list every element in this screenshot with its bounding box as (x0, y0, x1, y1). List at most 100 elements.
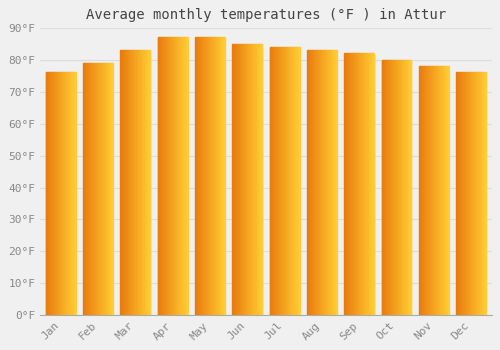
Bar (473, 72, 474, 315)
Bar (479, 72, 480, 315)
Bar (254, 44, 255, 315)
Bar (56, 72, 57, 315)
Bar (250, 44, 251, 315)
Bar (359, 53, 360, 315)
Bar (438, 66, 439, 315)
Bar (145, 50, 146, 315)
Bar (178, 37, 179, 315)
Bar (362, 53, 363, 315)
Bar (177, 37, 178, 315)
Bar (469, 72, 470, 315)
Bar (484, 72, 485, 315)
Bar (160, 37, 162, 315)
Bar (46, 72, 47, 315)
Bar (111, 63, 112, 315)
Bar (72, 72, 74, 315)
Bar (296, 47, 297, 315)
Bar (383, 60, 384, 315)
Bar (371, 53, 372, 315)
Bar (456, 72, 457, 315)
Bar (60, 72, 62, 315)
Bar (201, 37, 202, 315)
Bar (408, 60, 409, 315)
Bar (224, 37, 225, 315)
Bar (101, 63, 102, 315)
Bar (472, 72, 473, 315)
Bar (420, 66, 422, 315)
Bar (233, 44, 234, 315)
Bar (252, 44, 253, 315)
Bar (255, 44, 256, 315)
Bar (346, 53, 348, 315)
Bar (477, 72, 478, 315)
Bar (169, 37, 170, 315)
Bar (458, 72, 459, 315)
Bar (292, 47, 293, 315)
Title: Average monthly temperatures (°F ) in Attur: Average monthly temperatures (°F ) in At… (86, 8, 446, 22)
Bar (256, 44, 257, 315)
Bar (329, 50, 330, 315)
Bar (320, 50, 322, 315)
Bar (69, 72, 70, 315)
Bar (109, 63, 110, 315)
Bar (210, 37, 211, 315)
Bar (257, 44, 258, 315)
Bar (428, 66, 429, 315)
Bar (106, 63, 107, 315)
Bar (480, 72, 482, 315)
Bar (129, 50, 130, 315)
Bar (260, 44, 261, 315)
Bar (52, 72, 53, 315)
Bar (130, 50, 131, 315)
Bar (465, 72, 466, 315)
Bar (123, 50, 124, 315)
Bar (324, 50, 325, 315)
Bar (392, 60, 393, 315)
Bar (310, 50, 311, 315)
Bar (399, 60, 400, 315)
Bar (59, 72, 60, 315)
Bar (179, 37, 180, 315)
Bar (202, 37, 203, 315)
Bar (446, 66, 447, 315)
Bar (112, 63, 113, 315)
Bar (326, 50, 328, 315)
Bar (406, 60, 408, 315)
Bar (425, 66, 426, 315)
Bar (213, 37, 214, 315)
Bar (354, 53, 355, 315)
Bar (463, 72, 464, 315)
Bar (409, 60, 410, 315)
Bar (279, 47, 280, 315)
Bar (163, 37, 164, 315)
Bar (330, 50, 331, 315)
Bar (197, 37, 198, 315)
Bar (83, 63, 84, 315)
Bar (172, 37, 173, 315)
Bar (311, 50, 312, 315)
Bar (146, 50, 148, 315)
Bar (344, 53, 345, 315)
Bar (372, 53, 373, 315)
Bar (483, 72, 484, 315)
Bar (287, 47, 288, 315)
Bar (405, 60, 406, 315)
Bar (142, 50, 143, 315)
Bar (345, 53, 346, 315)
Bar (389, 60, 390, 315)
Bar (464, 72, 465, 315)
Bar (350, 53, 351, 315)
Bar (313, 50, 314, 315)
Bar (195, 37, 196, 315)
Bar (360, 53, 361, 315)
Bar (398, 60, 399, 315)
Bar (251, 44, 252, 315)
Bar (273, 47, 274, 315)
Bar (434, 66, 435, 315)
Bar (223, 37, 224, 315)
Bar (291, 47, 292, 315)
Bar (387, 60, 388, 315)
Bar (122, 50, 123, 315)
Bar (137, 50, 138, 315)
Bar (290, 47, 291, 315)
